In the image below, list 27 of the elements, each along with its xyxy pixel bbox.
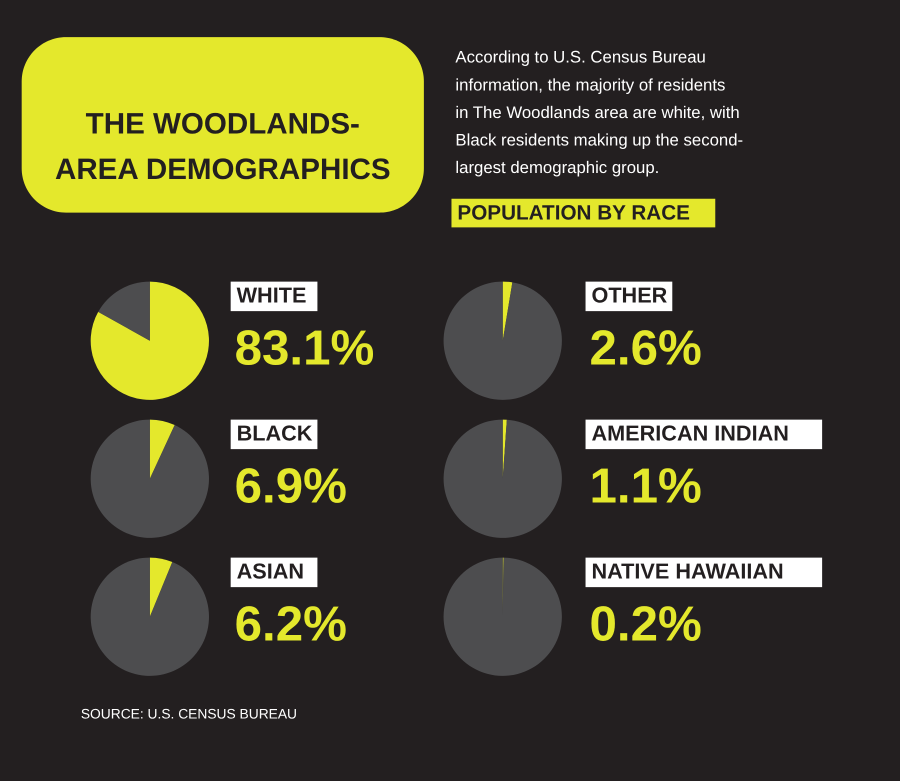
text: POPULATION BY RACE (457, 201, 690, 224)
pie-slice (98, 282, 150, 341)
source-note: SOURCE: U.S. CENSUS BUREAU (80, 706, 298, 722)
pie-slice (502, 282, 512, 341)
text: According to U.S. Census Bureau information, the majority of residents in The Woodlands area are white, with Black residents making up the second-largest demographic group. (455, 48, 744, 178)
text: ASIAN (236, 558, 304, 584)
text: 2.6% (589, 320, 702, 376)
text: 0.2% (589, 596, 702, 652)
text: 83.1% (234, 320, 374, 376)
pie-slice (502, 420, 507, 479)
pie-slice (90, 282, 209, 400)
pie-slice (90, 558, 209, 676)
text: 6.9% (234, 458, 347, 514)
text: OTHER (591, 282, 668, 308)
pie-slice (150, 558, 172, 617)
text: BLACK (236, 420, 313, 446)
text: NATIVE HAWAIIAN (591, 558, 784, 584)
pie-slice (444, 282, 562, 400)
pie-slice (444, 558, 562, 676)
text: WHITE (236, 282, 306, 308)
text: AMERICAN INDIAN (591, 420, 789, 446)
text: 1.1% (589, 458, 702, 514)
pie-slice (444, 420, 562, 538)
text: THE WOODLANDS-AREA DEMOGRAPHICS (54, 108, 391, 186)
pie-slice (90, 420, 209, 538)
pie-slice (150, 420, 175, 479)
text: 6.2% (234, 596, 347, 652)
